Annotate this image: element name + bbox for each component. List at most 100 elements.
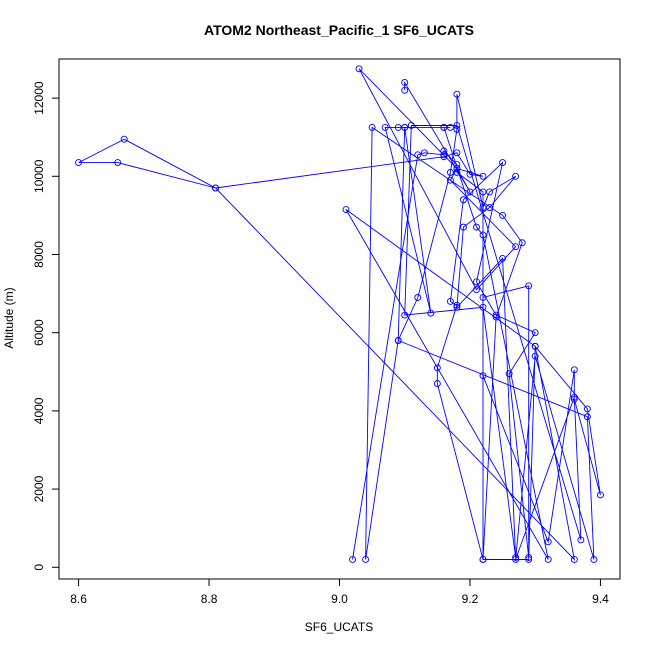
data-point (420, 149, 428, 157)
data-point (525, 554, 533, 561)
data-point (544, 556, 552, 563)
data-point (114, 159, 122, 167)
data-point (433, 364, 441, 372)
data-point (394, 123, 402, 131)
data-point (349, 556, 356, 563)
data-point (381, 123, 389, 131)
data-point (486, 204, 493, 212)
data-point (433, 380, 441, 387)
y-tick-label: 0 (32, 564, 46, 571)
data-point (518, 239, 526, 247)
data-point (459, 196, 467, 204)
x-axis: 8.6 8.8 9.0 9.2 9.4 (70, 579, 609, 606)
data-point (525, 282, 533, 290)
data-point (570, 395, 578, 403)
data-point (440, 153, 448, 161)
data-point (453, 168, 461, 176)
data-point (492, 313, 500, 321)
data-point (342, 206, 350, 213)
x-tick-label: 9.0 (331, 592, 348, 606)
data-point (368, 123, 376, 131)
data-point (453, 161, 461, 169)
data-point (407, 122, 415, 129)
data-point (525, 556, 533, 563)
data-point (505, 370, 513, 378)
data-point (446, 297, 454, 305)
data-point (466, 170, 474, 178)
x-tick-label: 8.6 (70, 592, 87, 606)
data-point (473, 286, 480, 294)
data-point (466, 188, 474, 196)
data-point (453, 165, 461, 172)
series-layer (75, 65, 604, 563)
data-point (583, 405, 591, 413)
data-point (499, 211, 507, 219)
data-point (453, 125, 461, 133)
plot-frame (58, 58, 621, 580)
data-point (531, 352, 539, 360)
x-axis-label: SF6_UCATS (305, 620, 373, 634)
data-point (446, 168, 454, 176)
data-point (544, 538, 552, 546)
data-point (401, 79, 409, 86)
y-tick-label: 8000 (32, 241, 46, 268)
y-axis-label: Altitude (m) (2, 287, 16, 348)
y-tick-label: 10000 (32, 159, 46, 193)
data-point (446, 176, 454, 184)
data-point (75, 159, 83, 167)
data-point (401, 86, 409, 94)
data-point (499, 159, 507, 167)
y-tick-label: 6000 (32, 319, 46, 346)
data-point (531, 342, 539, 350)
data-point (479, 303, 487, 311)
data-point (570, 393, 578, 401)
data-point (394, 337, 402, 344)
x-tick-label: 8.8 (201, 592, 218, 606)
series-line (78, 68, 601, 561)
data-point (473, 278, 480, 286)
data-point (479, 172, 487, 180)
y-tick-label: 4000 (32, 397, 46, 424)
data-point (427, 309, 435, 317)
data-point (486, 188, 493, 196)
data-point (120, 135, 128, 143)
data-point (459, 223, 467, 231)
data-point (479, 294, 487, 301)
y-axis: 0 2000 4000 6000 8000 10000 12000 (32, 81, 59, 571)
y-tick-label: 12000 (32, 81, 46, 115)
chart-title: ATOM2 Northeast_Pacific_1 SF6_UCATS (204, 22, 474, 38)
data-point (512, 172, 520, 180)
data-point (512, 554, 520, 561)
data-point (414, 294, 422, 301)
data-point (577, 536, 585, 544)
data-point (440, 123, 448, 131)
data-point (401, 123, 409, 131)
data-point (583, 413, 591, 421)
data-point (512, 243, 520, 251)
data-point (479, 556, 487, 563)
data-point (479, 188, 487, 196)
data-point (401, 311, 409, 319)
data-point (473, 223, 480, 231)
data-point (479, 204, 487, 212)
data-point (453, 122, 461, 129)
data-point (362, 556, 370, 563)
data-point (590, 556, 598, 563)
y-tick-label: 2000 (32, 475, 46, 502)
data-point (355, 65, 363, 73)
data-point (453, 301, 461, 309)
x-tick-label: 9.4 (592, 592, 609, 606)
data-point (512, 556, 520, 563)
data-point (531, 329, 539, 337)
data-point (570, 366, 578, 374)
data-point (492, 311, 500, 319)
data-point (453, 149, 461, 157)
data-point (570, 556, 578, 563)
data-point (596, 491, 604, 499)
data-point (479, 372, 487, 380)
data-point (479, 231, 487, 239)
data-point (499, 254, 507, 262)
data-point (446, 123, 454, 131)
data-point (414, 151, 422, 159)
